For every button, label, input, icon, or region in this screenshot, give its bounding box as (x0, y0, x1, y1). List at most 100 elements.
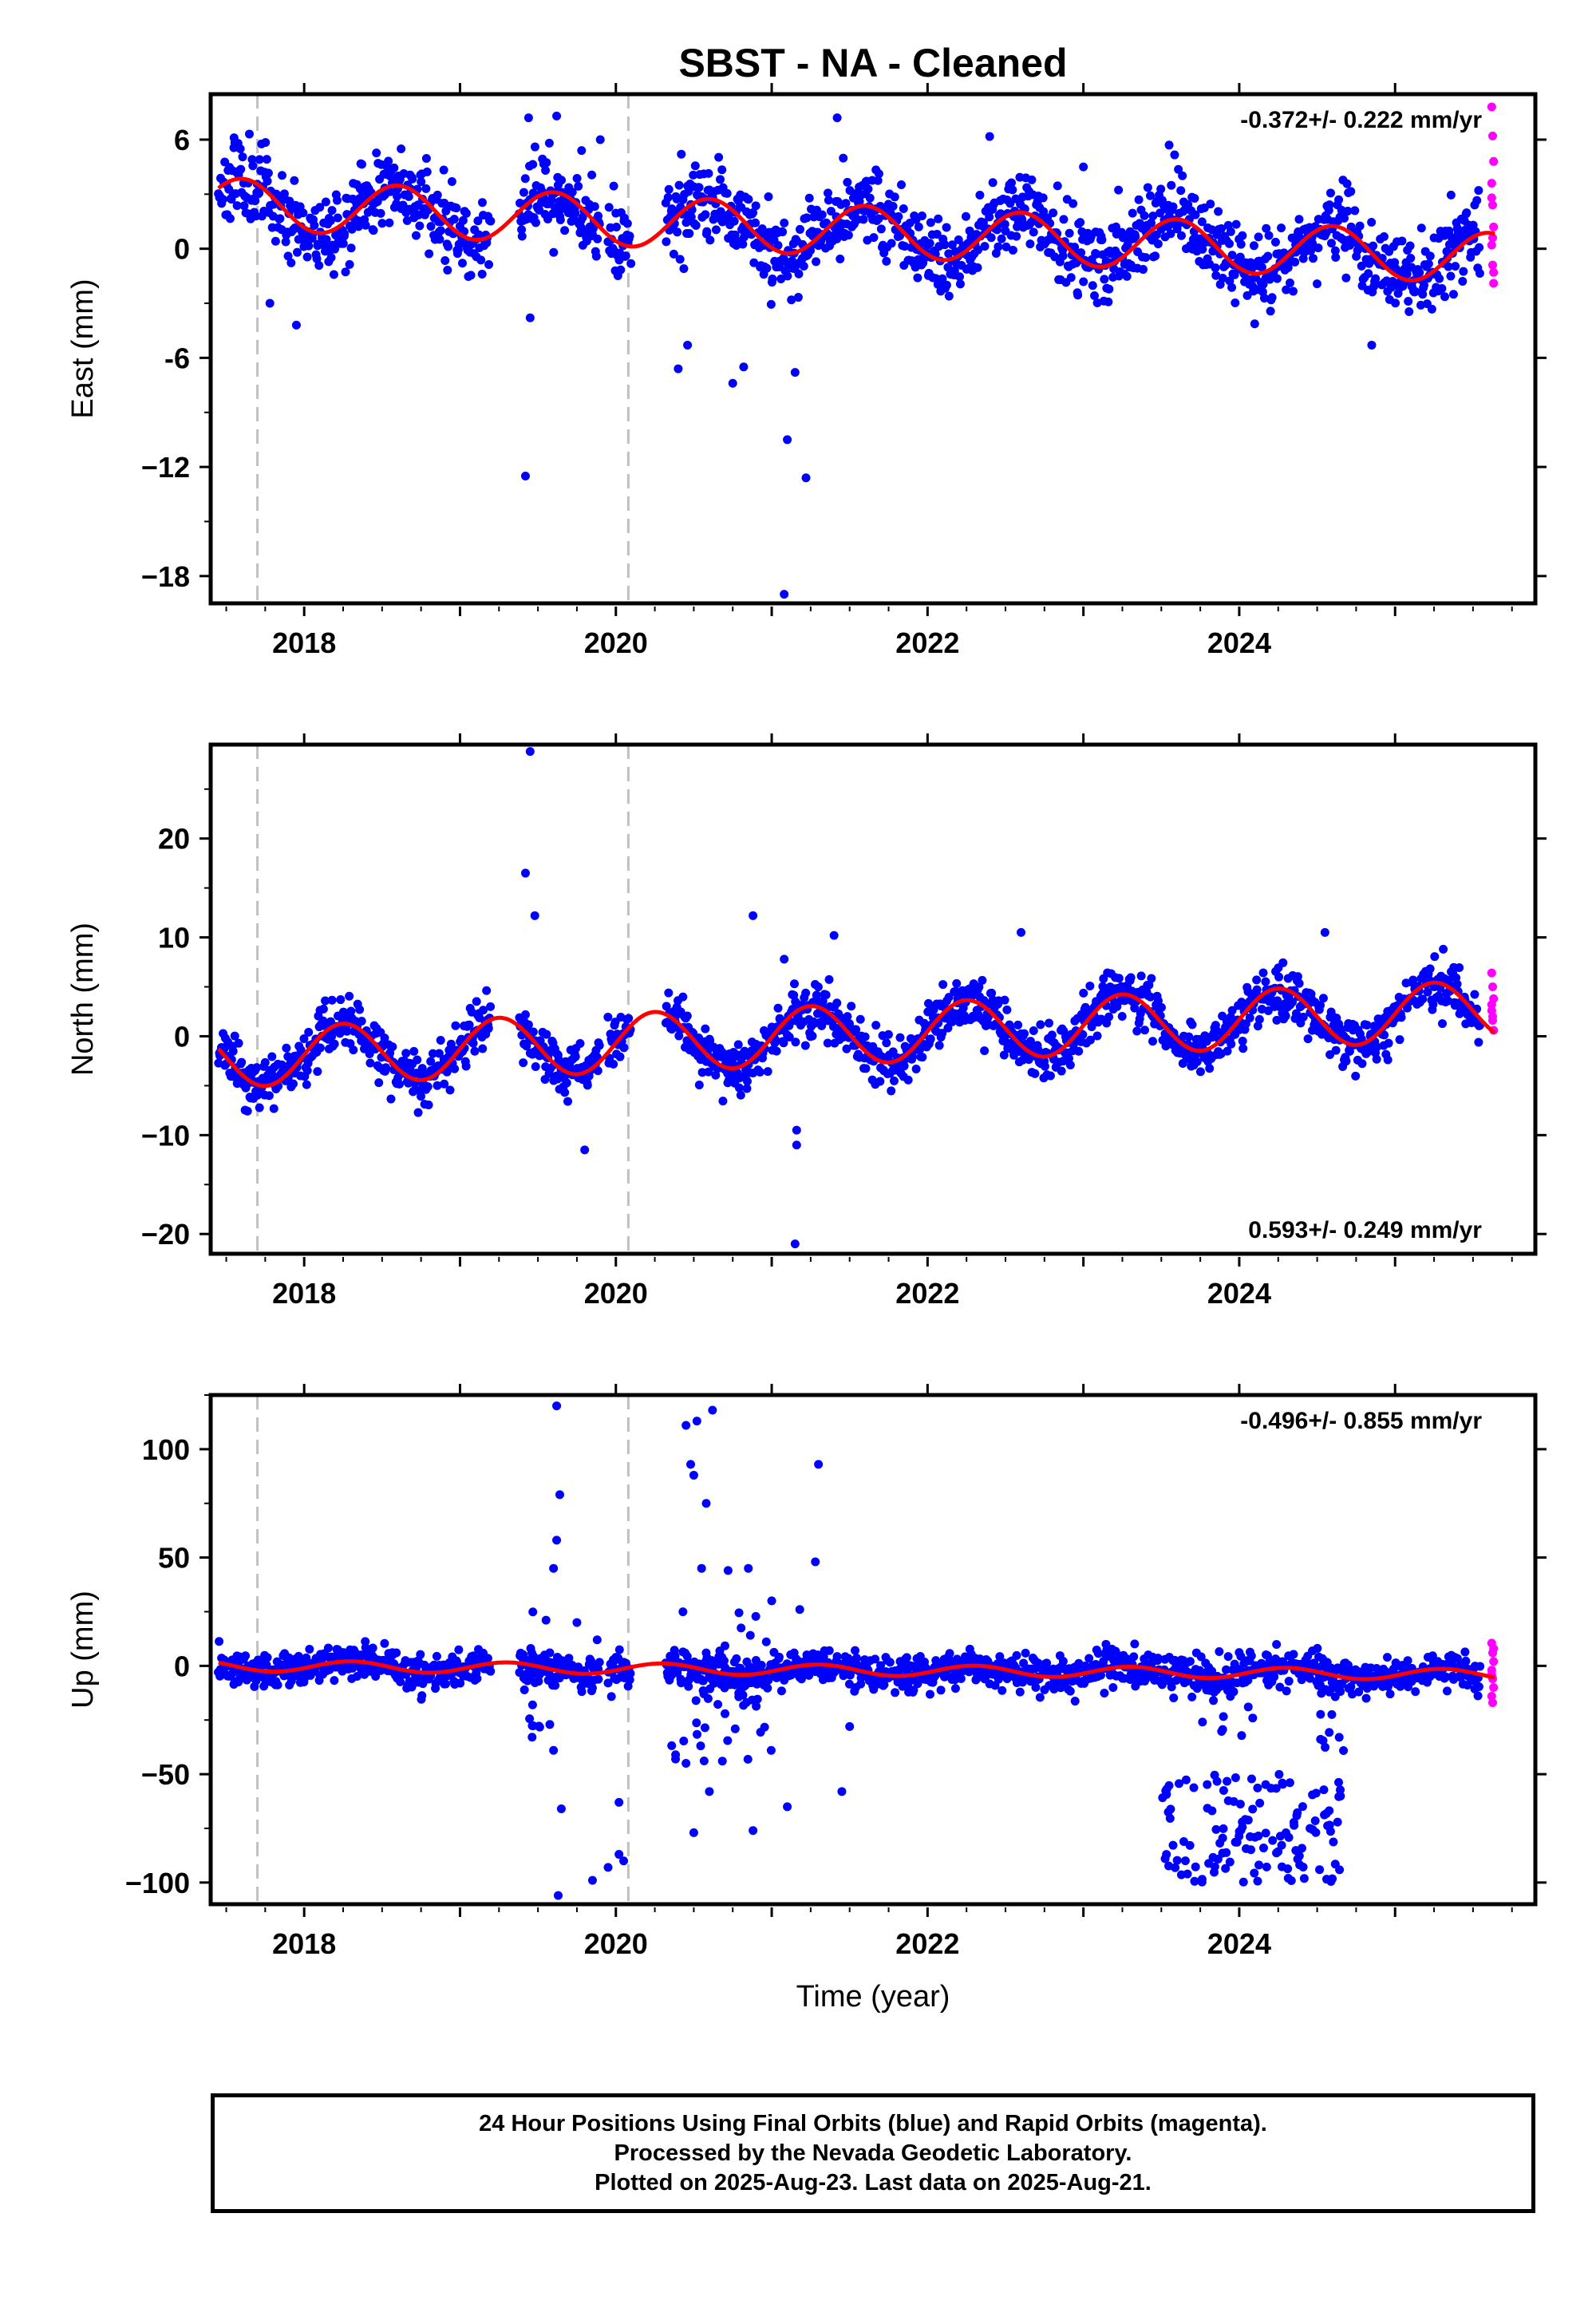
final-orbit-point (1038, 193, 1048, 203)
final-orbit-point (764, 192, 773, 201)
y-tick-label: −10 (141, 1119, 190, 1152)
final-orbit-point (943, 263, 953, 272)
final-orbit-point (1015, 1687, 1025, 1697)
outlier-point (829, 931, 839, 940)
final-orbit-point (1330, 246, 1340, 255)
final-orbit-point (1153, 1654, 1163, 1663)
final-orbit-point (385, 187, 395, 196)
final-orbit-point (1369, 241, 1378, 251)
final-orbit-point (1308, 1790, 1317, 1800)
outlier-point (792, 1125, 801, 1135)
final-orbit-point (1002, 1005, 1012, 1014)
final-orbit-point (1031, 1682, 1041, 1692)
final-orbit-point (262, 155, 271, 164)
final-orbit-point (523, 1676, 532, 1686)
final-orbit-point (290, 176, 299, 185)
final-orbit-point (1143, 183, 1152, 192)
final-orbit-point (875, 1077, 885, 1086)
final-orbit-point (361, 220, 370, 230)
final-orbit-point (1275, 1682, 1285, 1692)
final-orbit-point (1000, 219, 1009, 229)
final-orbit-point (1179, 1837, 1188, 1847)
y-tick-label: −18 (141, 560, 190, 593)
outlier-point (595, 135, 605, 144)
final-orbit-point (1411, 1687, 1420, 1697)
final-orbit-point (1406, 254, 1416, 263)
final-orbit-point (684, 1682, 693, 1691)
final-orbit-point (985, 132, 994, 141)
final-orbit-point (1074, 1046, 1084, 1056)
final-orbit-point (611, 222, 621, 231)
final-orbit-point (1126, 973, 1136, 982)
final-orbit-point (436, 226, 445, 235)
final-orbit-point (321, 197, 330, 207)
x-tick-label: 2018 (272, 1277, 336, 1310)
final-orbit-point (821, 990, 831, 1000)
final-orbit-point (1128, 208, 1137, 218)
final-orbit-point (1168, 1840, 1178, 1850)
final-orbit-point (1254, 1860, 1264, 1870)
final-orbit-point (516, 199, 525, 208)
final-orbit-point (1404, 296, 1413, 306)
final-orbit-point (1147, 974, 1156, 983)
final-orbit-point (433, 190, 442, 200)
final-orbit-point (1164, 1861, 1174, 1871)
final-orbit-point (279, 189, 289, 199)
final-orbit-point (380, 1034, 389, 1043)
final-orbit-point (1341, 1057, 1351, 1066)
final-orbit-point (1231, 219, 1241, 229)
final-orbit-point (1355, 221, 1365, 231)
final-orbit-point (346, 243, 356, 253)
final-orbit-point (255, 1103, 264, 1113)
final-orbit-point (1310, 1816, 1320, 1825)
chart-title: SBST - NA - Cleaned (678, 41, 1067, 85)
final-orbit-point (1476, 1662, 1485, 1671)
final-orbit-point (1242, 290, 1252, 300)
final-orbit-point (251, 211, 261, 221)
final-orbit-point (1435, 274, 1444, 283)
final-orbit-point (1238, 1877, 1248, 1887)
final-orbit-point (415, 221, 425, 231)
final-orbit-point (1340, 213, 1349, 223)
final-orbit-point (1295, 1860, 1305, 1870)
final-orbit-point (944, 249, 954, 259)
final-orbit-point (664, 988, 674, 998)
final-orbit-point (1405, 241, 1415, 251)
final-orbit-point (1139, 265, 1148, 275)
final-orbit-point (675, 255, 685, 264)
final-orbit-point (275, 214, 285, 223)
final-orbit-point (1425, 251, 1435, 261)
final-orbit-point (1351, 1071, 1361, 1081)
final-orbit-point (433, 1081, 442, 1090)
final-orbit-point (828, 1022, 838, 1031)
final-orbit-point (824, 974, 834, 984)
final-orbit-point (1313, 1643, 1322, 1653)
final-orbit-point (1235, 252, 1245, 262)
final-orbit-point (1253, 1783, 1262, 1792)
final-orbit-point (302, 1065, 312, 1075)
final-orbit-point (452, 204, 461, 213)
final-orbit-point (1187, 1692, 1197, 1701)
final-orbit-point (1174, 164, 1183, 174)
rapid-orbit-point (1489, 279, 1499, 288)
final-orbit-point (985, 212, 994, 222)
final-orbit-point (1258, 1844, 1268, 1853)
final-orbit-point (1243, 1702, 1253, 1712)
final-orbit-point (1189, 1783, 1199, 1792)
outlier-point (523, 113, 533, 123)
final-orbit-point (832, 234, 842, 243)
final-orbit-point (1117, 1011, 1127, 1021)
final-orbit-point (1227, 1039, 1236, 1049)
rapid-orbit-point (1489, 267, 1499, 277)
final-orbit-point (961, 211, 970, 221)
final-orbit-point (1336, 1686, 1345, 1696)
panel-up-plot-area (213, 1395, 1499, 1904)
final-orbit-point (1229, 1796, 1238, 1806)
final-orbit-point (1222, 1665, 1231, 1674)
outlier-point (525, 313, 535, 322)
final-orbit-point (704, 1067, 713, 1077)
final-orbit-point (336, 995, 346, 1005)
final-orbit-point (691, 1696, 701, 1705)
final-orbit-point (1253, 1022, 1262, 1031)
final-orbit-point (887, 239, 896, 248)
